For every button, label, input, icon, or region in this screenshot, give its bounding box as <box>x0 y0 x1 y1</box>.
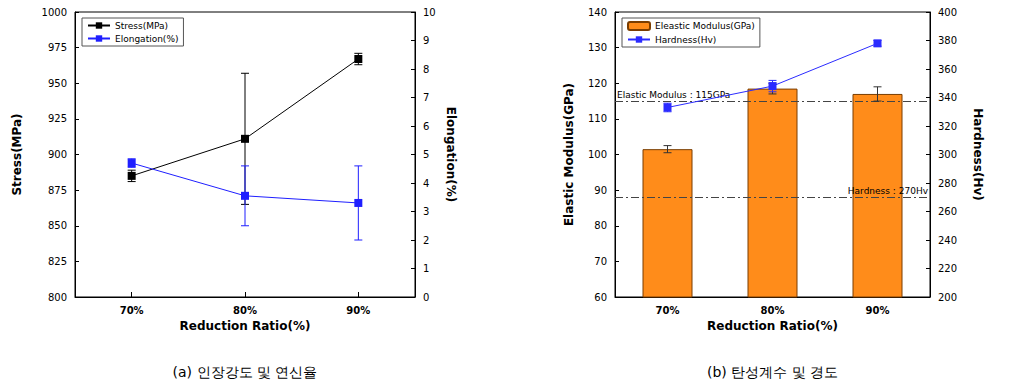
svg-text:800: 800 <box>48 292 67 303</box>
svg-text:(a) 인장강도 및 연신율: (a) 인장강도 및 연신율 <box>173 364 318 380</box>
svg-text:80%: 80% <box>761 305 785 316</box>
svg-text:300: 300 <box>938 149 957 160</box>
svg-text:110: 110 <box>588 113 607 124</box>
svg-text:Stress(MPa): Stress(MPa) <box>10 113 24 195</box>
svg-text:340: 340 <box>938 92 957 103</box>
svg-text:70%: 70% <box>120 305 144 316</box>
svg-text:5: 5 <box>423 149 429 160</box>
svg-text:320: 320 <box>938 121 957 132</box>
svg-text:120: 120 <box>588 78 607 89</box>
svg-text:9: 9 <box>423 35 429 46</box>
svg-text:6: 6 <box>423 121 429 132</box>
svg-text:4: 4 <box>423 178 429 189</box>
svg-text:130: 130 <box>588 42 607 53</box>
svg-text:Hardness(Hv): Hardness(Hv) <box>971 108 985 200</box>
svg-text:925: 925 <box>48 113 67 124</box>
svg-text:400: 400 <box>938 7 957 18</box>
svg-text:975: 975 <box>48 42 67 53</box>
svg-text:850: 850 <box>48 220 67 231</box>
svg-text:90%: 90% <box>866 305 890 316</box>
svg-text:Elongation(%): Elongation(%) <box>115 34 178 44</box>
svg-text:Elastic Modulus : 115GPa: Elastic Modulus : 115GPa <box>617 89 731 100</box>
svg-text:380: 380 <box>938 35 957 46</box>
svg-text:Reduction Ratio(%): Reduction Ratio(%) <box>180 319 311 333</box>
svg-text:90: 90 <box>594 185 607 196</box>
svg-text:1: 1 <box>423 263 429 274</box>
svg-text:60: 60 <box>594 292 607 303</box>
svg-text:Elongation(%): Elongation(%) <box>444 107 458 202</box>
svg-text:1000: 1000 <box>42 7 67 18</box>
svg-text:950: 950 <box>48 78 67 89</box>
svg-text:140: 140 <box>588 7 607 18</box>
svg-text:220: 220 <box>938 263 957 274</box>
svg-text:Elastic Modulus(GPa): Elastic Modulus(GPa) <box>562 83 576 226</box>
svg-text:10: 10 <box>423 7 436 18</box>
svg-text:280: 280 <box>938 178 957 189</box>
svg-text:70: 70 <box>594 256 607 267</box>
svg-text:2: 2 <box>423 235 429 246</box>
svg-text:Stress(MPa): Stress(MPa) <box>115 21 168 31</box>
svg-text:875: 875 <box>48 185 67 196</box>
svg-text:360: 360 <box>938 64 957 75</box>
svg-text:240: 240 <box>938 235 957 246</box>
svg-text:100: 100 <box>588 149 607 160</box>
svg-text:Reduction Ratio(%): Reduction Ratio(%) <box>707 319 838 333</box>
svg-text:7: 7 <box>423 92 429 103</box>
svg-text:90%: 90% <box>346 305 370 316</box>
svg-text:3: 3 <box>423 206 429 217</box>
svg-text:Eleastic Modulus(GPa): Eleastic Modulus(GPa) <box>655 21 755 31</box>
svg-text:70%: 70% <box>656 305 680 316</box>
svg-text:900: 900 <box>48 149 67 160</box>
svg-text:200: 200 <box>938 292 957 303</box>
svg-text:0: 0 <box>423 292 429 303</box>
svg-text:Hardness(Hv): Hardness(Hv) <box>655 35 716 45</box>
svg-text:260: 260 <box>938 206 957 217</box>
svg-text:Hardness : 270Hv: Hardness : 270Hv <box>848 186 929 196</box>
svg-text:80: 80 <box>594 220 607 231</box>
svg-text:80%: 80% <box>233 305 257 316</box>
svg-text:825: 825 <box>48 256 67 267</box>
svg-text:8: 8 <box>423 64 429 75</box>
svg-text:(b) 탄성계수 및 경도: (b) 탄성계수 및 경도 <box>707 364 838 380</box>
